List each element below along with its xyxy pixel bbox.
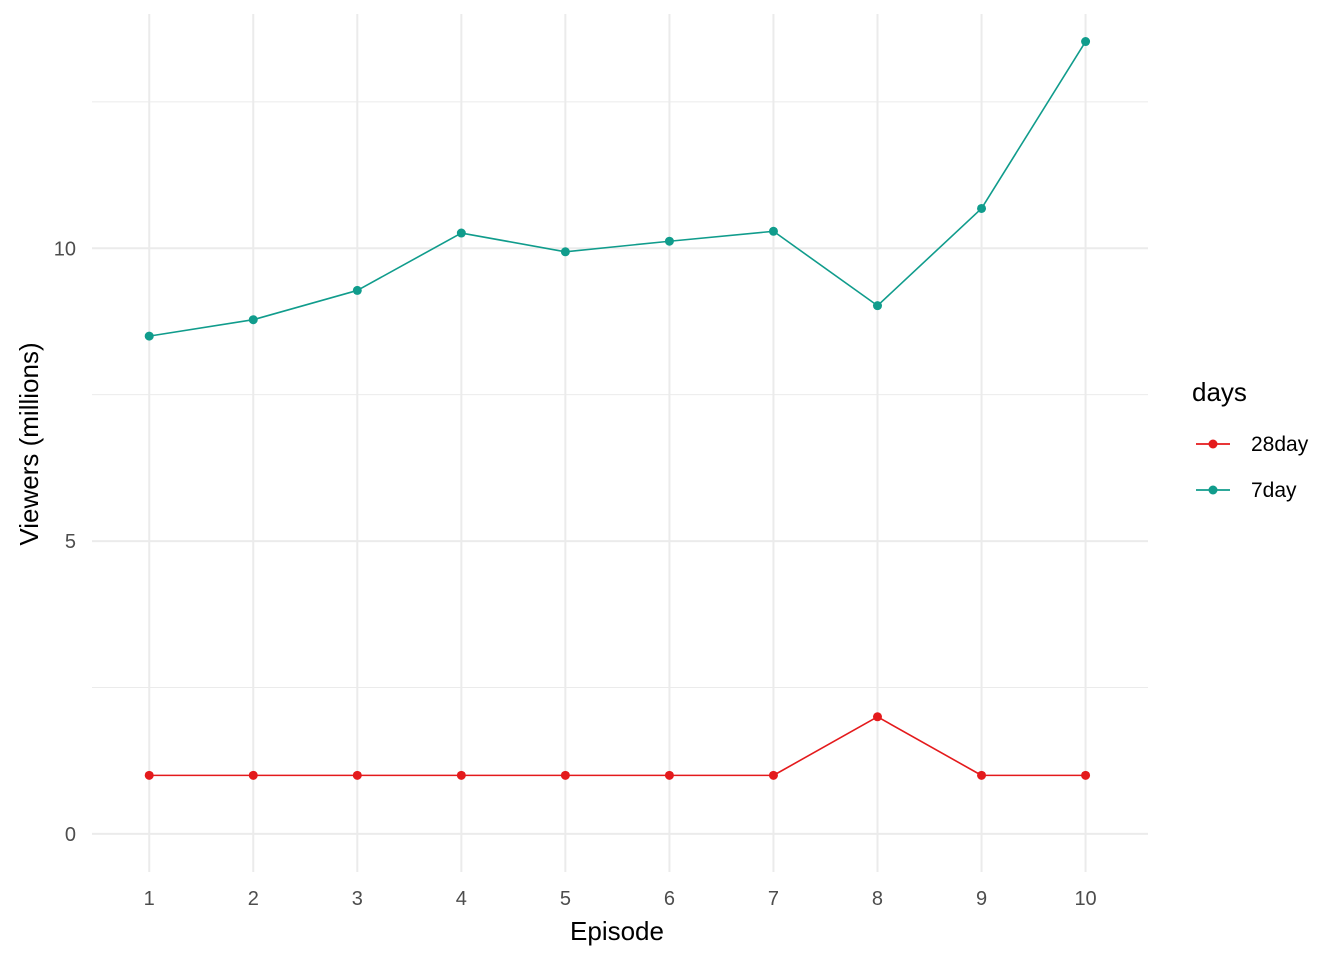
x-tick-label: 4 — [456, 888, 467, 910]
legend-item: 28day — [1196, 433, 1309, 456]
data-point — [768, 226, 778, 236]
data-point — [352, 285, 362, 295]
axis-layer: Episode Viewers (millions) 0 5 10 1 2 3 4 5 6 7 8 9… — [14, 238, 1097, 946]
x-tick-label: 10 — [1074, 888, 1096, 910]
x-tick-label: 9 — [976, 888, 987, 910]
legend-key-point — [1208, 485, 1218, 495]
y-tick-label: 0 — [65, 824, 76, 846]
data-point — [560, 247, 570, 257]
series-line — [149, 715, 1086, 777]
x-tick-label: 8 — [872, 888, 883, 910]
x-tick-label: 6 — [664, 888, 675, 910]
data-point — [664, 236, 674, 246]
data-point — [872, 301, 882, 311]
legend-key-point — [1208, 439, 1218, 449]
data-point — [248, 770, 258, 780]
x-axis-title: Episode — [570, 916, 664, 946]
data-point — [977, 770, 987, 780]
y-tick-label: 5 — [65, 531, 76, 553]
x-tick-label: 5 — [560, 888, 571, 910]
data-point — [872, 712, 882, 722]
legend-label: 28day — [1251, 433, 1309, 456]
series-7day — [144, 37, 1091, 341]
y-axis-title: Viewers (millions) — [14, 342, 44, 545]
y-tick-label: 10 — [54, 238, 76, 260]
legend-item: 7day — [1196, 479, 1297, 502]
data-point — [144, 331, 154, 341]
legend-label: 7day — [1251, 479, 1297, 502]
data-point — [560, 770, 570, 780]
series-layer — [144, 37, 1091, 780]
data-point — [1081, 770, 1091, 780]
data-point — [352, 770, 362, 780]
data-point — [664, 770, 674, 780]
legend: days 28day 7day — [1192, 377, 1309, 502]
data-point — [248, 315, 258, 325]
x-tick-label: 2 — [248, 888, 259, 910]
data-point — [144, 770, 154, 780]
data-point — [977, 203, 987, 213]
data-point — [768, 770, 778, 780]
grid-layer — [92, 14, 1148, 872]
x-tick-label: 1 — [144, 888, 155, 910]
x-tick-label: 7 — [768, 888, 779, 910]
legend-title: days — [1192, 377, 1247, 407]
data-point — [456, 770, 466, 780]
data-point — [1081, 37, 1091, 47]
data-point — [456, 228, 466, 238]
series-line — [149, 41, 1087, 337]
series-28day — [144, 712, 1091, 780]
x-tick-label: 3 — [352, 888, 363, 910]
